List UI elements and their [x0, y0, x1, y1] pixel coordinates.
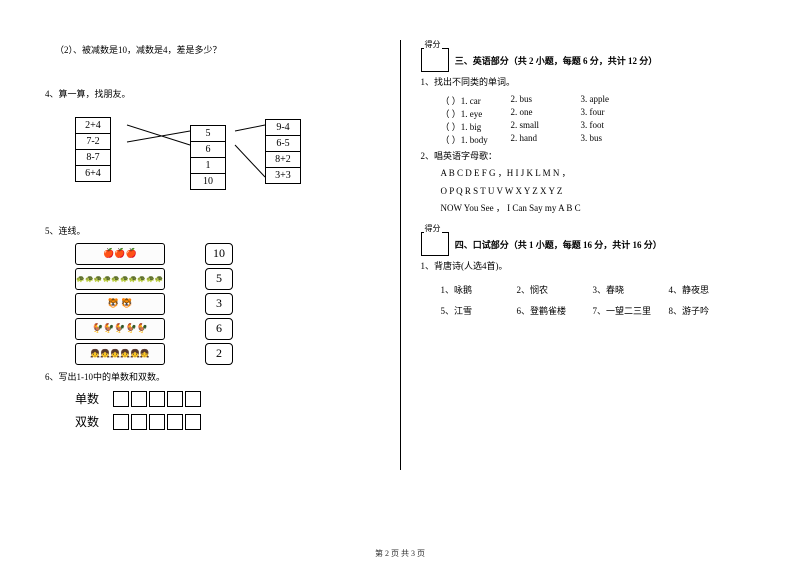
q4-cell: 6-5 [265, 136, 301, 152]
q4-cell: 9-4 [265, 119, 301, 136]
alphabet-line: O P Q R S T U V W X Y Z X Y Z [441, 185, 756, 199]
blank-box[interactable] [131, 414, 147, 430]
q5-img: 🐢🐢🐢🐢🐢🐢🐢🐢🐢🐢 [75, 268, 165, 290]
blank-box[interactable] [113, 414, 129, 430]
poem-item: 2、悯农 [517, 283, 593, 296]
q4-cell: 5 [190, 125, 226, 142]
poem-item: 3、春晓 [593, 283, 669, 296]
even-label: 双数 [75, 413, 111, 430]
q5-area: 🍎🍎🍎 10 🐢🐢🐢🐢🐢🐢🐢🐢🐢🐢 5 🐯 🐯 3 🐓🐓🐓🐓🐓 6 👧👧👧👧👧👧 2 [75, 243, 380, 365]
section-3-header: 得分 三、英语部分（共 2 小题，每题 6 分，共计 12 分） [421, 48, 756, 72]
q4-stack-b: 5 6 1 10 [190, 125, 226, 190]
q5-num: 6 [205, 318, 233, 340]
page: （2）、被减数是10，减数是4，差是多少？ 4、算一算，找朋友。 2+4 7-2… [0, 0, 800, 565]
blank-box[interactable] [113, 391, 129, 407]
en-cell: 2. bus [511, 94, 581, 107]
s3-q2: 2、唱英语字母歌： [421, 150, 756, 164]
q4-cell: 2+4 [75, 117, 111, 134]
poem-item: 6、登鹳雀楼 [517, 304, 593, 317]
q4-title: 4、算一算，找朋友。 [45, 88, 380, 102]
q5-img: 👧👧👧👧👧👧 [75, 343, 165, 365]
poem-list: 1、咏鹅 2、悯农 3、春晓 4、静夜思 5、江雪 6、登鹳雀楼 7、一望二三里… [441, 283, 756, 325]
poem-item: 5、江雪 [441, 304, 517, 317]
section-4-header: 得分 四、口试部分（共 1 小题，每题 16 分，共计 16 分） [421, 232, 756, 256]
q6-title: 6、写出1-10中的单数和双数。 [45, 371, 380, 385]
q4-cell: 8+2 [265, 152, 301, 168]
q4-diagram: 2+4 7-2 8-7 6+4 5 6 1 10 9-4 6-5 8+2 3+3 [75, 107, 380, 217]
q4-stack-c: 9-4 6-5 8+2 3+3 [265, 119, 301, 184]
score-box[interactable]: 得分 [421, 48, 449, 72]
q2-text: （2）、被减数是10，减数是4，差是多少？ [55, 44, 380, 58]
poem-item: 8、游子吟 [669, 304, 745, 317]
en-cell: 3. foot [581, 120, 651, 133]
q5-title: 5、连线。 [45, 225, 380, 239]
blank-box[interactable] [167, 414, 183, 430]
en-cell: （ ）1. eye [441, 107, 511, 120]
en-cell: （ ）1. car [441, 94, 511, 107]
q4-cell: 3+3 [265, 168, 301, 184]
en-cell: 3. apple [581, 94, 651, 107]
blank-box[interactable] [185, 414, 201, 430]
poem-item: 7、一望二三里 [593, 304, 669, 317]
right-column: 得分 三、英语部分（共 2 小题，每题 6 分，共计 12 分） 1、找出不同类… [406, 40, 771, 545]
en-cell: 2. small [511, 120, 581, 133]
en-cell: 2. hand [511, 133, 581, 146]
poem-item: 4、静夜思 [669, 283, 745, 296]
q5-num: 3 [205, 293, 233, 315]
blank-box[interactable] [167, 391, 183, 407]
en-cell: （ ）1. big [441, 120, 511, 133]
page-footer: 第 2 页 共 3 页 [0, 548, 800, 559]
en-cell: 3. bus [581, 133, 651, 146]
score-label: 得分 [424, 223, 442, 234]
q5-img: 🐓🐓🐓🐓🐓 [75, 318, 165, 340]
q4-cell: 7-2 [75, 134, 111, 150]
q6-area: 单数 双数 [75, 390, 380, 430]
odd-label: 单数 [75, 390, 111, 407]
q5-num: 2 [205, 343, 233, 365]
s3-q1: 1、找出不同类的单词。 [421, 76, 756, 90]
blank-box[interactable] [131, 391, 147, 407]
column-divider [400, 40, 401, 470]
q5-num: 10 [205, 243, 233, 265]
q4-cell: 10 [190, 174, 226, 190]
blank-box[interactable] [149, 414, 165, 430]
q4-cell: 6 [190, 142, 226, 158]
en-cell: 2. one [511, 107, 581, 120]
section-4-title: 四、口试部分（共 1 小题，每题 16 分，共计 16 分） [455, 238, 662, 251]
alphabet-line: NOW You See ， I Can Say my A B C [441, 202, 756, 216]
s4-q1: 1、背唐诗(人选4首)。 [421, 260, 756, 274]
q5-img: 🍎🍎🍎 [75, 243, 165, 265]
alphabet-line: A B C D E F G ，H I J K L M N ， [441, 167, 756, 181]
q4-cell: 6+4 [75, 166, 111, 182]
score-box[interactable]: 得分 [421, 232, 449, 256]
score-label: 得分 [424, 39, 442, 50]
q4-stack-a: 2+4 7-2 8-7 6+4 [75, 117, 111, 182]
q5-num: 5 [205, 268, 233, 290]
blank-box[interactable] [185, 391, 201, 407]
section-3-title: 三、英语部分（共 2 小题，每题 6 分，共计 12 分） [455, 54, 658, 67]
en-cell: （ ）1. body [441, 133, 511, 146]
blank-box[interactable] [149, 391, 165, 407]
en-cell: 3. four [581, 107, 651, 120]
left-column: （2）、被减数是10，减数是4，差是多少？ 4、算一算，找朋友。 2+4 7-2… [30, 40, 395, 545]
q4-cell: 8-7 [75, 150, 111, 166]
q5-img: 🐯 🐯 [75, 293, 165, 315]
poem-item: 1、咏鹅 [441, 283, 517, 296]
q4-cell: 1 [190, 158, 226, 174]
